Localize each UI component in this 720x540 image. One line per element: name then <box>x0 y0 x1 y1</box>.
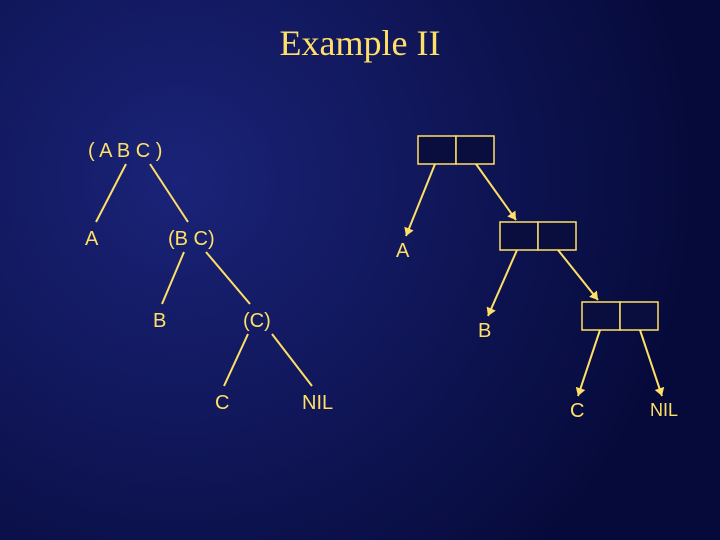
label-c: C <box>215 392 229 415</box>
label-nil-right: NIL <box>650 400 678 421</box>
label-b2: B <box>478 320 491 343</box>
label-c2: C <box>570 400 584 423</box>
label-b: B <box>153 310 166 333</box>
slide-background <box>0 0 720 540</box>
label-bc: (B C) <box>168 228 215 251</box>
slide-title: Example II <box>0 22 720 64</box>
label-nil-left: NIL <box>302 392 333 415</box>
label-root-abc: ( A B C ) <box>88 140 162 163</box>
label-a2: A <box>396 240 409 263</box>
label-c-paren: (C) <box>243 310 271 333</box>
label-a: A <box>85 228 98 251</box>
